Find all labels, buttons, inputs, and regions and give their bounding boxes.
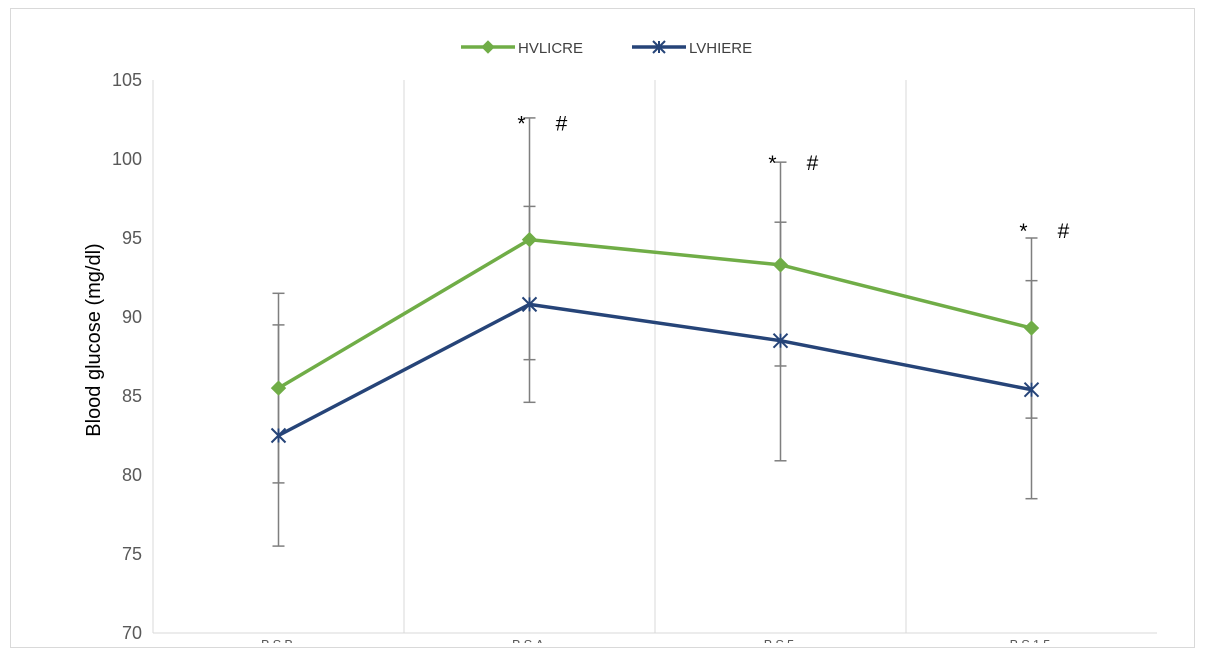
y-tick-label: 80	[122, 465, 142, 485]
legend-label: HVLICRE	[518, 40, 583, 57]
data-point-hvlicre	[772, 257, 789, 273]
y-tick-labels: 70 75 80 85 90 95 100 105	[112, 70, 142, 643]
data-point-lvhiere	[772, 332, 789, 349]
legend-marker-hvlicre	[481, 40, 495, 54]
significance-marker: #	[556, 113, 568, 136]
y-tick-label: 105	[112, 70, 142, 90]
significance-marker: #	[1058, 220, 1070, 243]
axes	[152, 80, 1157, 634]
x-tick-label: BSB	[261, 637, 296, 643]
y-tick-label: 75	[122, 544, 142, 564]
y-tick-label: 85	[122, 386, 142, 406]
series-markers	[270, 231, 1040, 444]
series-line-lvhiere	[277, 302, 1032, 438]
series-lines	[277, 237, 1032, 438]
data-point-lvhiere	[270, 427, 287, 444]
x-tick-labels: BSB BSA BS5 BS15	[261, 637, 1054, 643]
significance-marker: *	[1019, 220, 1027, 243]
data-point-lvhiere	[1023, 381, 1040, 398]
legend-label: LVHIERE	[689, 40, 752, 57]
y-tick-label: 70	[122, 623, 142, 643]
significance-marker: *	[517, 113, 525, 136]
legend-marker-lvhiere	[652, 40, 666, 54]
data-point-hvlicre	[521, 231, 538, 248]
y-tick-label: 100	[112, 149, 142, 169]
x-tick-label: BSA	[512, 637, 547, 643]
data-point-hvlicre	[1023, 320, 1040, 336]
data-point-hvlicre	[270, 380, 287, 396]
significance-marker: *	[768, 152, 776, 175]
x-tick-label: BS15	[1010, 637, 1054, 643]
data-point-lvhiere	[521, 296, 538, 313]
legend: HVLICRE LVHIERE	[461, 40, 752, 57]
y-tick-label: 90	[122, 307, 142, 327]
x-tick-label: BS5	[764, 637, 798, 643]
y-axis-label: Blood glucose (mg/dl)	[83, 243, 105, 436]
significance-marker: #	[807, 152, 819, 175]
series-line-hvlicre	[277, 237, 1032, 390]
significance-annotations: * # * # * #	[517, 113, 1069, 243]
gridlines	[403, 80, 907, 633]
y-tick-label: 95	[122, 228, 142, 248]
